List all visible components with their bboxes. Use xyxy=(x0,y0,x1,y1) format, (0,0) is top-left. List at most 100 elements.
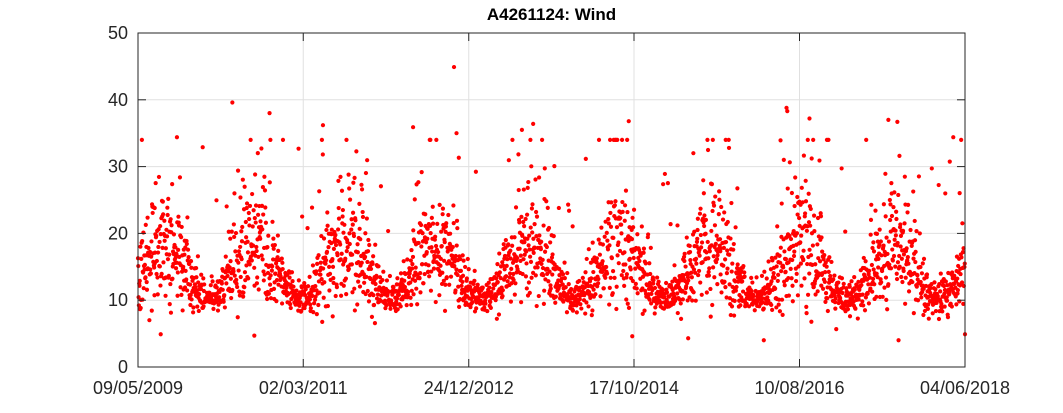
data-point xyxy=(411,292,416,297)
data-point xyxy=(196,280,201,285)
x-tick-label: 24/12/2012 xyxy=(424,378,514,398)
data-point xyxy=(889,180,894,186)
data-point xyxy=(275,233,280,238)
data-point xyxy=(888,217,893,223)
data-point xyxy=(276,248,281,253)
data-point xyxy=(161,260,166,265)
data-point xyxy=(159,271,164,276)
data-point xyxy=(364,274,369,279)
data-point xyxy=(435,221,440,226)
data-point xyxy=(347,186,352,191)
data-point xyxy=(270,219,275,224)
data-point xyxy=(708,314,713,319)
data-point xyxy=(255,151,260,156)
data-point xyxy=(762,269,767,274)
data-point xyxy=(338,174,343,179)
data-point xyxy=(364,216,369,221)
data-point xyxy=(678,301,683,306)
data-point xyxy=(409,288,414,293)
data-point xyxy=(614,306,619,312)
data-point xyxy=(425,236,430,241)
data-point xyxy=(289,270,295,275)
data-point xyxy=(255,275,260,280)
data-point xyxy=(662,171,668,177)
data-point xyxy=(265,244,270,250)
data-point xyxy=(819,283,824,288)
data-point xyxy=(629,237,635,242)
data-point xyxy=(433,234,438,239)
data-point xyxy=(344,137,349,142)
data-point xyxy=(604,264,609,270)
data-point xyxy=(725,219,730,225)
data-point xyxy=(161,212,166,217)
data-point xyxy=(271,246,276,251)
data-point xyxy=(895,119,900,124)
data-point xyxy=(185,288,190,293)
data-point xyxy=(185,258,190,263)
data-point xyxy=(322,280,327,285)
data-point xyxy=(404,303,409,308)
data-point xyxy=(313,294,318,299)
data-point xyxy=(367,242,372,248)
data-point xyxy=(719,204,724,210)
data-point xyxy=(818,214,824,219)
data-point xyxy=(885,307,890,312)
data-point xyxy=(315,261,320,266)
data-point xyxy=(831,277,836,282)
axes-box xyxy=(137,32,966,368)
data-point xyxy=(485,308,490,314)
data-point xyxy=(324,258,329,263)
data-point xyxy=(799,283,804,288)
data-point xyxy=(186,255,191,260)
data-point xyxy=(539,261,544,267)
data-point xyxy=(604,230,609,235)
data-point xyxy=(924,283,929,289)
data-point xyxy=(375,292,381,297)
data-point xyxy=(156,244,161,250)
data-point xyxy=(879,280,884,285)
data-point xyxy=(395,296,400,301)
data-point xyxy=(388,306,393,311)
data-point xyxy=(184,241,189,246)
data-point xyxy=(362,280,367,285)
data-point xyxy=(517,220,522,225)
data-point xyxy=(366,299,372,304)
data-point xyxy=(799,185,804,190)
data-point xyxy=(532,222,537,227)
data-point xyxy=(714,233,719,238)
data-point xyxy=(778,138,783,143)
data-point xyxy=(166,273,171,278)
data-point xyxy=(343,256,348,261)
data-point xyxy=(222,293,227,298)
data-point xyxy=(703,217,709,223)
data-point xyxy=(769,302,774,308)
data-point xyxy=(594,256,600,261)
data-point xyxy=(852,287,857,292)
data-point xyxy=(623,262,628,267)
data-point xyxy=(408,295,413,300)
data-point xyxy=(779,201,784,206)
data-point xyxy=(706,256,711,261)
data-point xyxy=(590,240,595,245)
data-point xyxy=(922,308,928,314)
data-point xyxy=(915,273,920,278)
data-point xyxy=(647,261,652,266)
data-point xyxy=(620,199,625,205)
data-point xyxy=(928,285,933,291)
data-point xyxy=(853,306,858,311)
data-point xyxy=(866,301,871,306)
data-point xyxy=(705,137,710,142)
data-point xyxy=(871,249,877,254)
data-point xyxy=(316,253,321,258)
data-point xyxy=(630,334,635,339)
data-point xyxy=(881,243,886,248)
data-point xyxy=(590,308,595,313)
data-point xyxy=(943,279,948,284)
data-point xyxy=(687,249,693,255)
data-point xyxy=(252,333,257,338)
data-point xyxy=(766,298,771,303)
data-point xyxy=(188,302,193,308)
data-point xyxy=(544,244,549,250)
data-point xyxy=(466,267,471,272)
data-point xyxy=(646,232,651,237)
